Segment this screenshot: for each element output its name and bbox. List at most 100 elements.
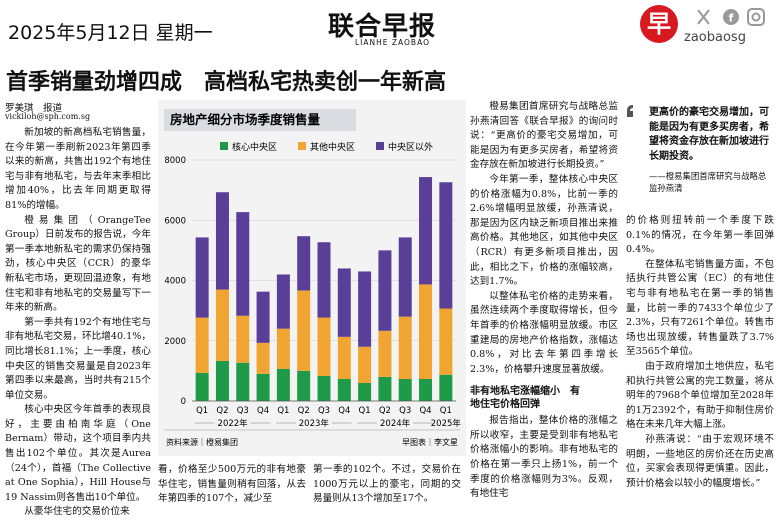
logo-latin: LIANHE ZAOBAO bbox=[355, 38, 430, 47]
year-label: 2022年 bbox=[218, 418, 249, 429]
paragraph: 看，价格至少500万元的非有地豪华住宅，销售量则稍有回落，从去年第四季的107个… bbox=[158, 464, 306, 505]
paragraph: 以整体私宅价格的走势来看，虽然连续两个季度取得增长，但今年首季的价格涨幅明显放缓… bbox=[470, 290, 618, 375]
bar-segment bbox=[276, 328, 290, 369]
bar-segment bbox=[358, 346, 372, 383]
bar-segment bbox=[419, 177, 433, 285]
bar-segment bbox=[439, 308, 453, 375]
headline: 首季销量劲增四成 高档私宅热卖创一年新高 bbox=[6, 70, 447, 95]
bar-segment bbox=[195, 237, 209, 318]
bar-segment bbox=[236, 315, 250, 363]
quote-glyph bbox=[627, 105, 633, 117]
bar-segment bbox=[398, 316, 412, 380]
bar-segment bbox=[256, 342, 270, 374]
email: vickiloh@sph.com.sg bbox=[5, 112, 91, 121]
bar-segment bbox=[378, 250, 392, 331]
bar-segment bbox=[215, 360, 229, 401]
paragraph: 从豪华住宅的交易价位来 bbox=[24, 506, 130, 518]
bar-segment bbox=[337, 336, 351, 380]
byline: 罗美琪 报道 bbox=[5, 103, 63, 114]
pull-quote: 更高价的豪宅交易增加，可能是因为有更多买房者，希望将资金存放在新加坡进行长期投资… bbox=[649, 107, 769, 162]
bar-segment bbox=[439, 374, 453, 401]
bar-segment bbox=[236, 362, 250, 401]
x-tick-label: Q1 bbox=[440, 406, 452, 416]
x-tick-label: Q2 bbox=[216, 406, 228, 416]
paragraph: 今年第一季，整体核心中央区的价格涨幅为0.8%，比前一季的2.6%增幅明显放缓，… bbox=[470, 173, 618, 288]
chart-title: 房地产细分市场季度销售量 bbox=[170, 112, 321, 127]
bar-segment bbox=[358, 382, 372, 401]
y-tick-label: 6000 bbox=[164, 216, 186, 226]
paragraph: 第一季的102个。不过，交易价在1000万元以上的豪宅，同期的交易量则从13个增… bbox=[313, 464, 461, 505]
legend-label: 中央区以外 bbox=[388, 141, 433, 153]
bar-segment bbox=[358, 271, 372, 347]
bar-segment bbox=[195, 317, 209, 373]
bar-segment bbox=[317, 317, 331, 376]
instagram-lens bbox=[751, 12, 761, 22]
column: 第一季的102个。不过，交易价在1000万元以上的豪宅，同期的交易量则从13个增… bbox=[313, 463, 461, 507]
paragraph: 由于政府增加土地供应，私宅和执行共管公寓的完工数量，将从明年的7968个单位增加… bbox=[626, 360, 774, 431]
x-tick-label: Q4 bbox=[338, 406, 350, 416]
chart-source: 资料来源｜橙易集团 bbox=[166, 437, 238, 447]
paragraph: 孙燕清说：“由于宏观环境不明朗，一些地区的房价还在历史高位，买家会表现得更慎重。… bbox=[626, 433, 774, 489]
bar-segment bbox=[236, 212, 250, 316]
bar-segment bbox=[215, 289, 229, 361]
legend-label: 核心中央区 bbox=[232, 141, 277, 153]
x-tick-label: Q4 bbox=[257, 406, 269, 416]
y-tick-label: 0 bbox=[181, 397, 186, 407]
bar-segment bbox=[297, 290, 311, 371]
paragraph: 第一季共有192个有地住宅与非有地私宅交易，环比增40.1%，同比增长81.1%… bbox=[5, 316, 151, 401]
logo: 联合早报 bbox=[328, 12, 437, 42]
bar-segment bbox=[297, 370, 311, 401]
social-icons: f bbox=[697, 8, 765, 26]
bar-segment bbox=[256, 291, 270, 343]
bar-segment bbox=[419, 379, 433, 401]
facebook-glyph: f bbox=[729, 12, 734, 25]
x-tick-label: Q2 bbox=[298, 406, 310, 416]
y-tick-label: 8000 bbox=[164, 156, 186, 166]
quote-source: ——橙易集团首席研究与战略总监孙燕清 bbox=[649, 171, 767, 193]
instagram-icon bbox=[747, 8, 765, 26]
bar-segment bbox=[419, 284, 433, 380]
x-tick-label: Q4 bbox=[419, 406, 431, 416]
bar-segment bbox=[398, 237, 412, 317]
paragraph: 的价格则扭转前一个季度下跌0.1%的情况，在今年第一季回弹0.4%。 bbox=[626, 215, 774, 256]
x-icon bbox=[697, 9, 710, 25]
paragraph: 新加坡的新高档私宅销售量，在今年第一季刷新2023年第四季以来的新高，共售出19… bbox=[5, 127, 151, 211]
bar-segment bbox=[195, 372, 209, 401]
y-tick-label: 4000 bbox=[164, 277, 186, 287]
paragraph: 橙易集团首席研究与战略总监孙燕清回答《联合早报》的询问时说：“更高价的豪宅交易增… bbox=[470, 101, 618, 171]
legend-swatch bbox=[376, 142, 384, 150]
bar-segment bbox=[256, 373, 270, 401]
bar-segment bbox=[276, 274, 290, 329]
bar-segment bbox=[439, 182, 453, 309]
paragraph: 橙易集团（OrangeTee Group）日前发布的报告说，今年第一季本地新私宅… bbox=[5, 214, 151, 314]
paragraph: 在整体私宅销售量方面，不包括执行共管公寓（EC）的有地住宅与非有地私宅在第一季的… bbox=[626, 258, 774, 358]
x-tick-label: Q1 bbox=[277, 406, 289, 416]
x-tick-label: Q3 bbox=[318, 406, 330, 416]
facebook-icon bbox=[723, 9, 739, 25]
year-label: 2025年 bbox=[431, 418, 462, 429]
quote-mark-area bbox=[626, 104, 633, 186]
bar-segment bbox=[337, 268, 351, 337]
chart: 房地产细分市场季度销售量 资料来源｜橙易集团 早图表｜李文星 核心中央区 其他中央… bbox=[158, 100, 466, 456]
subheading: 非有地私宅涨幅缩小 有地住宅价格回弹 bbox=[470, 386, 580, 411]
bar-segment bbox=[378, 376, 392, 401]
bar-segment bbox=[317, 242, 331, 318]
bar-segment bbox=[398, 379, 412, 401]
bar-segment bbox=[378, 330, 392, 377]
column: 的价格则扭转前一个季度下跌0.1%的情况，在今年第一季回弹0.4%。 在整体私宅销… bbox=[626, 214, 774, 491]
x-tick-label: Q1 bbox=[196, 406, 208, 416]
date: 2025年5月12日 星期一 bbox=[8, 22, 213, 44]
legend-swatch bbox=[298, 142, 306, 150]
column: 橙易集团首席研究与战略总监孙燕清回答《联合早报》的询问时说：“更高价的豪宅交易增… bbox=[470, 100, 618, 502]
handle: zaobaosg bbox=[684, 30, 746, 45]
chart-title-bg bbox=[164, 109, 356, 131]
x-tick-label: Q2 bbox=[379, 406, 391, 416]
brand-icon: 早 bbox=[640, 5, 678, 43]
column: 新加坡的新高档私宅销售量，在今年第一季刷新2023年第四季以来的新高，共售出19… bbox=[5, 126, 151, 520]
bar-segment bbox=[215, 192, 229, 290]
bar-segment bbox=[276, 368, 290, 401]
column: 看，价格至少500万元的非有地豪华住宅，销售量则稍有回落，从去年第四季的107个… bbox=[158, 463, 306, 507]
legend-swatch bbox=[220, 142, 228, 150]
paragraph: 报告指出，整体价格的涨幅之所以收窄，主要是受到非有地私宅价格涨幅小的影响。非有地… bbox=[470, 415, 618, 500]
